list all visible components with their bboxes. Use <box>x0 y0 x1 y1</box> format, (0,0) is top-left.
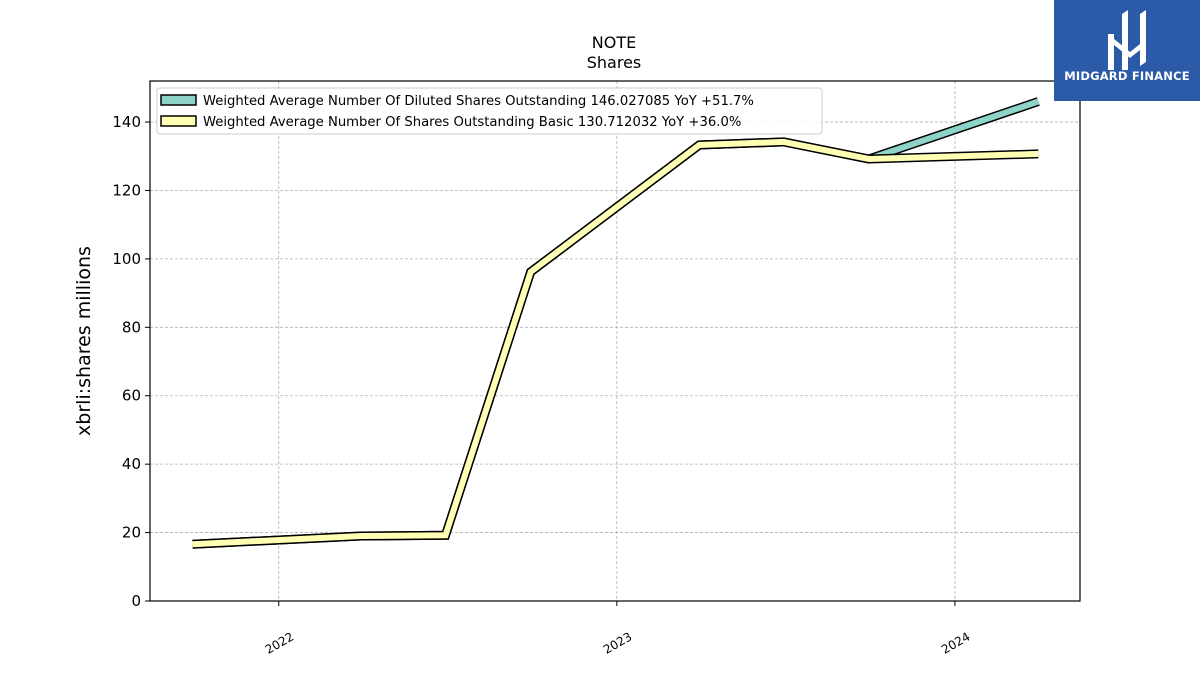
y-axis-label: xbrli:shares millions <box>73 246 95 436</box>
series-lines <box>192 97 1040 549</box>
legend-label-0: Weighted Average Number Of Diluted Share… <box>203 94 754 109</box>
legend-label-1: Weighted Average Number Of Shares Outsta… <box>203 115 741 130</box>
y-tick-label: 60 <box>122 387 141 405</box>
y-tick-label: 140 <box>112 113 141 131</box>
x-tick-label: 2022 <box>263 629 296 656</box>
chart-subtitle: Shares <box>587 53 642 72</box>
y-tick-label: 80 <box>122 318 141 336</box>
chart-title: NOTE <box>592 33 636 52</box>
series-line-1 <box>192 138 1039 548</box>
grid-lines <box>150 81 1080 602</box>
legend-swatch-0 <box>160 94 197 106</box>
brand-logo: MIDGARD FINANCE <box>1054 0 1200 101</box>
y-tick-label: 40 <box>122 455 141 473</box>
legend-swatch-1 <box>160 115 197 127</box>
series-line-outline-1 <box>192 137 1039 549</box>
legend: Weighted Average Number Of Diluted Share… <box>156 87 823 135</box>
y-tick-label: 20 <box>122 524 141 542</box>
y-tick-label: 100 <box>112 250 141 268</box>
y-tick-label: 0 <box>131 592 141 610</box>
plot-frame <box>149 80 1081 602</box>
series-line-outline-0 <box>192 97 1040 549</box>
x-tick-label: 2024 <box>939 629 972 656</box>
series-line-0 <box>192 98 1040 548</box>
legend-box <box>156 87 823 135</box>
brand-name: MIDGARD FINANCE <box>1064 69 1190 83</box>
y-tick-label: 120 <box>112 181 141 199</box>
midgard-logo-icon <box>1108 10 1146 70</box>
x-tick-label: 2023 <box>601 629 634 656</box>
axis-ticks: 0 20 40 60 80 100 120 140 2022 2023 2024 <box>112 113 972 657</box>
